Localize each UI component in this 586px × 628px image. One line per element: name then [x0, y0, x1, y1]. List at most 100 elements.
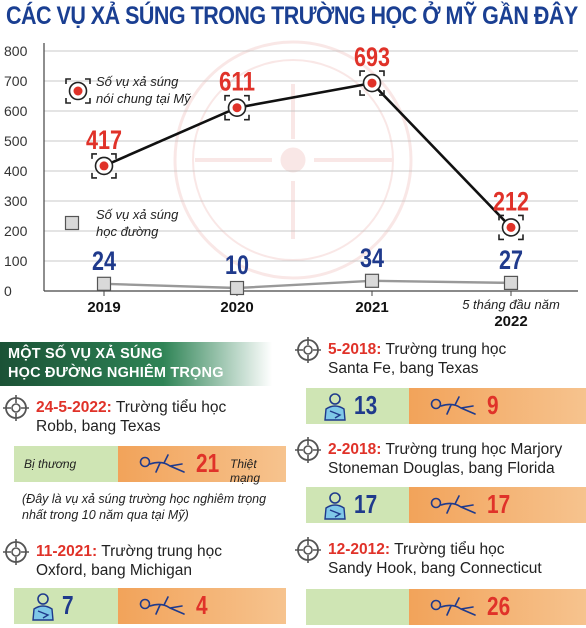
data-label-school-2: 34	[360, 243, 384, 273]
incident-date-0: 24-5-2022:	[36, 399, 112, 416]
incident-location-1: Oxford, bang Michigan	[36, 562, 192, 579]
injured-count-3: 17	[354, 489, 378, 519]
y-tick-label-0: 0	[4, 283, 12, 299]
killed-person-icon-2	[430, 396, 476, 415]
y-axis-ticks: 0 100 200 300 400 500 600 700 800	[4, 43, 28, 299]
incident-location-4: Sandy Hook, bang Connecticut	[328, 560, 542, 577]
data-point-school-1	[229, 280, 245, 296]
killed-person-icon-1	[139, 596, 185, 615]
incident-location-2: Santa Fe, bang Texas	[328, 360, 479, 377]
footnote: (Đây là vụ xả súng trường học nghiêm trọ…	[22, 492, 267, 522]
y-tick-label-600: 600	[4, 103, 28, 119]
y-tick-label-300: 300	[4, 193, 28, 209]
data-label-general-3: 212	[493, 186, 529, 216]
incident-title-2: 5-2018: Trường trung học Santa Fe, bang T…	[328, 340, 506, 378]
section-banner: MỘT SỐ VỤ XẢ SÚNG HỌC ĐƯỜNG NGHIÊM TRỌNG	[0, 342, 272, 386]
data-point-school-2	[364, 273, 380, 288]
killed-area-1	[118, 588, 286, 624]
killed-count-1: 4	[196, 590, 208, 620]
legend-label-general-1: nói chung tại Mỹ	[96, 91, 192, 106]
incident-school-4: Trường tiểu học	[390, 541, 505, 558]
section-title-line1: MỘT SỐ VỤ XẢ SÚNG	[8, 346, 163, 362]
killed-person-icon-3	[430, 495, 476, 514]
crosshair-icon-3	[295, 437, 321, 463]
chart-legend: Số vụ xả súng nói chung tại Mỹ Số vụ xả sú…	[64, 74, 192, 239]
data-label-school-1: 10	[225, 250, 249, 280]
incident-title-0: 24-5-2022: Trường tiểu học Robb, bang Tex…	[36, 398, 226, 436]
section-title-line2: HỌC ĐƯỜNG NGHIÊM TRỌNG	[8, 365, 224, 381]
y-tick-label-800: 800	[4, 43, 28, 59]
data-point-general-3	[498, 214, 524, 241]
casualty-band-2: 13 9	[306, 388, 586, 424]
killed-count-2: 9	[487, 390, 499, 420]
data-point-general-1	[224, 94, 250, 121]
y-tick-label-700: 700	[4, 73, 28, 89]
casualty-band-4: 26	[306, 589, 586, 625]
killed-area-4	[409, 589, 586, 625]
y-tick-label-200: 200	[4, 223, 28, 239]
incident-school-2: Trường trung học	[381, 341, 507, 358]
killed-area-2	[409, 388, 586, 424]
incident-title-1: 11-2021: Trường trung học Oxford, bang Mi…	[36, 542, 222, 580]
chart-series: 417 611 693 212 24 10 34 27	[86, 42, 529, 296]
y-tick-label-500: 500	[4, 133, 28, 149]
legend-label-school-0: Số vụ xả súng	[96, 207, 179, 222]
killed-label: Thiệt mạng	[230, 457, 261, 485]
data-label-general-2: 693	[354, 42, 390, 72]
casualty-band-3: 17 17	[306, 487, 586, 523]
injured-area-3	[306, 487, 409, 523]
incident-location-0: Robb, bang Texas	[36, 418, 161, 435]
killed-count-0: 21	[196, 448, 220, 478]
x-tick-label-1: 2020	[220, 299, 253, 316]
chart-gridlines	[43, 43, 578, 292]
line-chart: 0 100 200 300 400 500 600 700 800 2019 2020 2021 5 …	[4, 40, 578, 330]
crosshair-icon-0	[3, 395, 29, 421]
incident-school-1: Trường trung học	[97, 543, 222, 560]
injured-count-1: 7	[62, 590, 74, 620]
legend-label-school-1: học đường	[96, 224, 159, 239]
killed-area-0	[118, 446, 286, 482]
killed-count-3: 17	[487, 489, 511, 519]
data-point-school-0	[96, 276, 112, 291]
data-label-school-3: 27	[499, 245, 523, 275]
data-point-general-2	[359, 70, 385, 96]
crosshair-icon-2	[295, 337, 321, 363]
legend-label-general-0: Số vụ xả súng	[96, 74, 179, 89]
data-point-school-3	[503, 275, 519, 290]
x-tick-label-3-line2: 2022	[494, 313, 527, 330]
injured-area-1	[14, 588, 118, 624]
series-line-general	[103, 81, 512, 229]
legend-marker-general	[65, 78, 91, 104]
y-tick-label-400: 400	[4, 163, 28, 179]
killed-person-icon-4	[430, 597, 476, 616]
killed-count-4: 26	[487, 591, 511, 621]
y-tick-label-100: 100	[4, 253, 28, 269]
incident-title-3: 2-2018: Trường trung học Marjory Stoneman…	[328, 440, 562, 478]
casualty-band-0: 21 Bị thương Thiệt mạng	[14, 446, 286, 485]
incident-date-4: 12-2012:	[328, 541, 391, 558]
series-line-school	[103, 279, 512, 290]
injured-person-icon-3	[324, 492, 346, 520]
incident-location-3: Stoneman Douglas, bang Florida	[328, 460, 555, 477]
injured-area-2	[306, 388, 409, 424]
data-label-general-0: 417	[86, 125, 122, 155]
injured-count-2: 13	[354, 390, 378, 420]
crosshair-icon-1	[3, 539, 29, 565]
data-point-general-0	[91, 153, 117, 179]
injured-person-icon-2	[324, 393, 346, 421]
injured-person-icon-1	[32, 593, 54, 621]
incident-date-3: 2-2018:	[328, 441, 382, 458]
x-tick-label-2: 2021	[355, 299, 388, 316]
data-label-general-1: 611	[219, 67, 255, 97]
incident-title-4: 12-2012: Trường tiểu học Sandy Hook, bang…	[328, 540, 542, 578]
injured-label: Bị thương	[24, 457, 77, 471]
injured-area-0	[14, 446, 118, 482]
killed-person-icon-0	[139, 454, 185, 473]
incident-date-1: 11-2021:	[36, 543, 98, 560]
killed-area-3	[409, 487, 586, 523]
data-label-school-0: 24	[92, 246, 116, 276]
incident-school-3: Trường trung học Marjory	[381, 441, 563, 458]
incident-school-0: Trường tiểu học	[111, 399, 227, 416]
